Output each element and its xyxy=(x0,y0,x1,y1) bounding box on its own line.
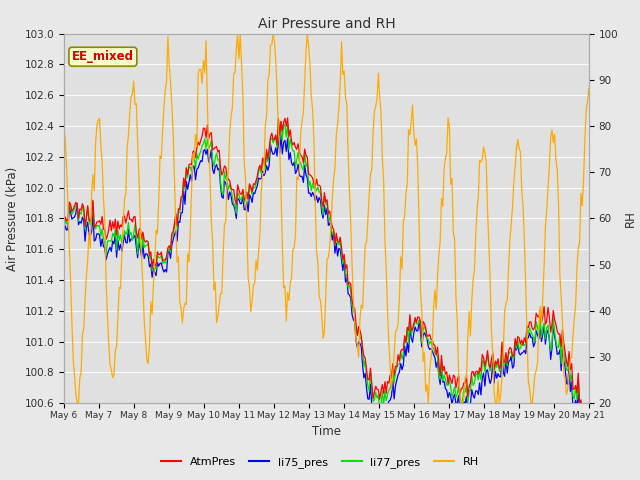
li75_pres xyxy=(231,206,239,212)
li77_pres xyxy=(275,116,282,122)
Y-axis label: RH: RH xyxy=(624,210,637,227)
RH xyxy=(125,132,132,138)
Y-axis label: Air Pressure (kPa): Air Pressure (kPa) xyxy=(6,166,19,271)
li75_pres xyxy=(585,424,593,430)
Title: Air Pressure and RH: Air Pressure and RH xyxy=(257,17,396,31)
li75_pres xyxy=(392,383,399,389)
AtmPres xyxy=(585,415,593,421)
li77_pres xyxy=(231,202,239,208)
AtmPres xyxy=(284,115,291,121)
AtmPres xyxy=(440,363,448,369)
Text: EE_mixed: EE_mixed xyxy=(72,50,134,63)
RH xyxy=(585,85,593,91)
AtmPres xyxy=(392,363,399,369)
RH xyxy=(393,327,401,333)
li77_pres xyxy=(124,229,131,235)
li77_pres xyxy=(392,369,399,375)
li75_pres xyxy=(440,379,448,384)
Line: RH: RH xyxy=(64,34,589,403)
Line: AtmPres: AtmPres xyxy=(64,118,589,420)
AtmPres xyxy=(60,221,68,227)
li75_pres xyxy=(277,132,285,138)
RH xyxy=(232,47,240,52)
li77_pres xyxy=(268,135,276,141)
li77_pres xyxy=(60,224,68,230)
li75_pres xyxy=(443,387,451,393)
RH xyxy=(442,156,449,162)
AtmPres xyxy=(584,417,591,423)
li77_pres xyxy=(585,418,593,424)
li75_pres xyxy=(124,240,131,246)
AtmPres xyxy=(124,214,131,219)
li77_pres xyxy=(440,372,448,378)
li75_pres xyxy=(268,148,276,154)
AtmPres xyxy=(268,130,276,136)
AtmPres xyxy=(443,369,451,375)
RH xyxy=(74,400,81,406)
li77_pres xyxy=(443,382,451,388)
Line: li77_pres: li77_pres xyxy=(64,119,589,423)
li75_pres xyxy=(60,229,68,235)
Legend: AtmPres, li75_pres, li77_pres, RH: AtmPres, li75_pres, li77_pres, RH xyxy=(157,452,483,472)
li75_pres xyxy=(584,430,591,436)
li77_pres xyxy=(584,420,591,426)
RH xyxy=(271,38,278,44)
X-axis label: Time: Time xyxy=(312,425,341,438)
Line: li75_pres: li75_pres xyxy=(64,135,589,433)
AtmPres xyxy=(231,196,239,202)
RH xyxy=(60,127,68,133)
RH xyxy=(444,115,452,121)
RH xyxy=(234,31,241,36)
